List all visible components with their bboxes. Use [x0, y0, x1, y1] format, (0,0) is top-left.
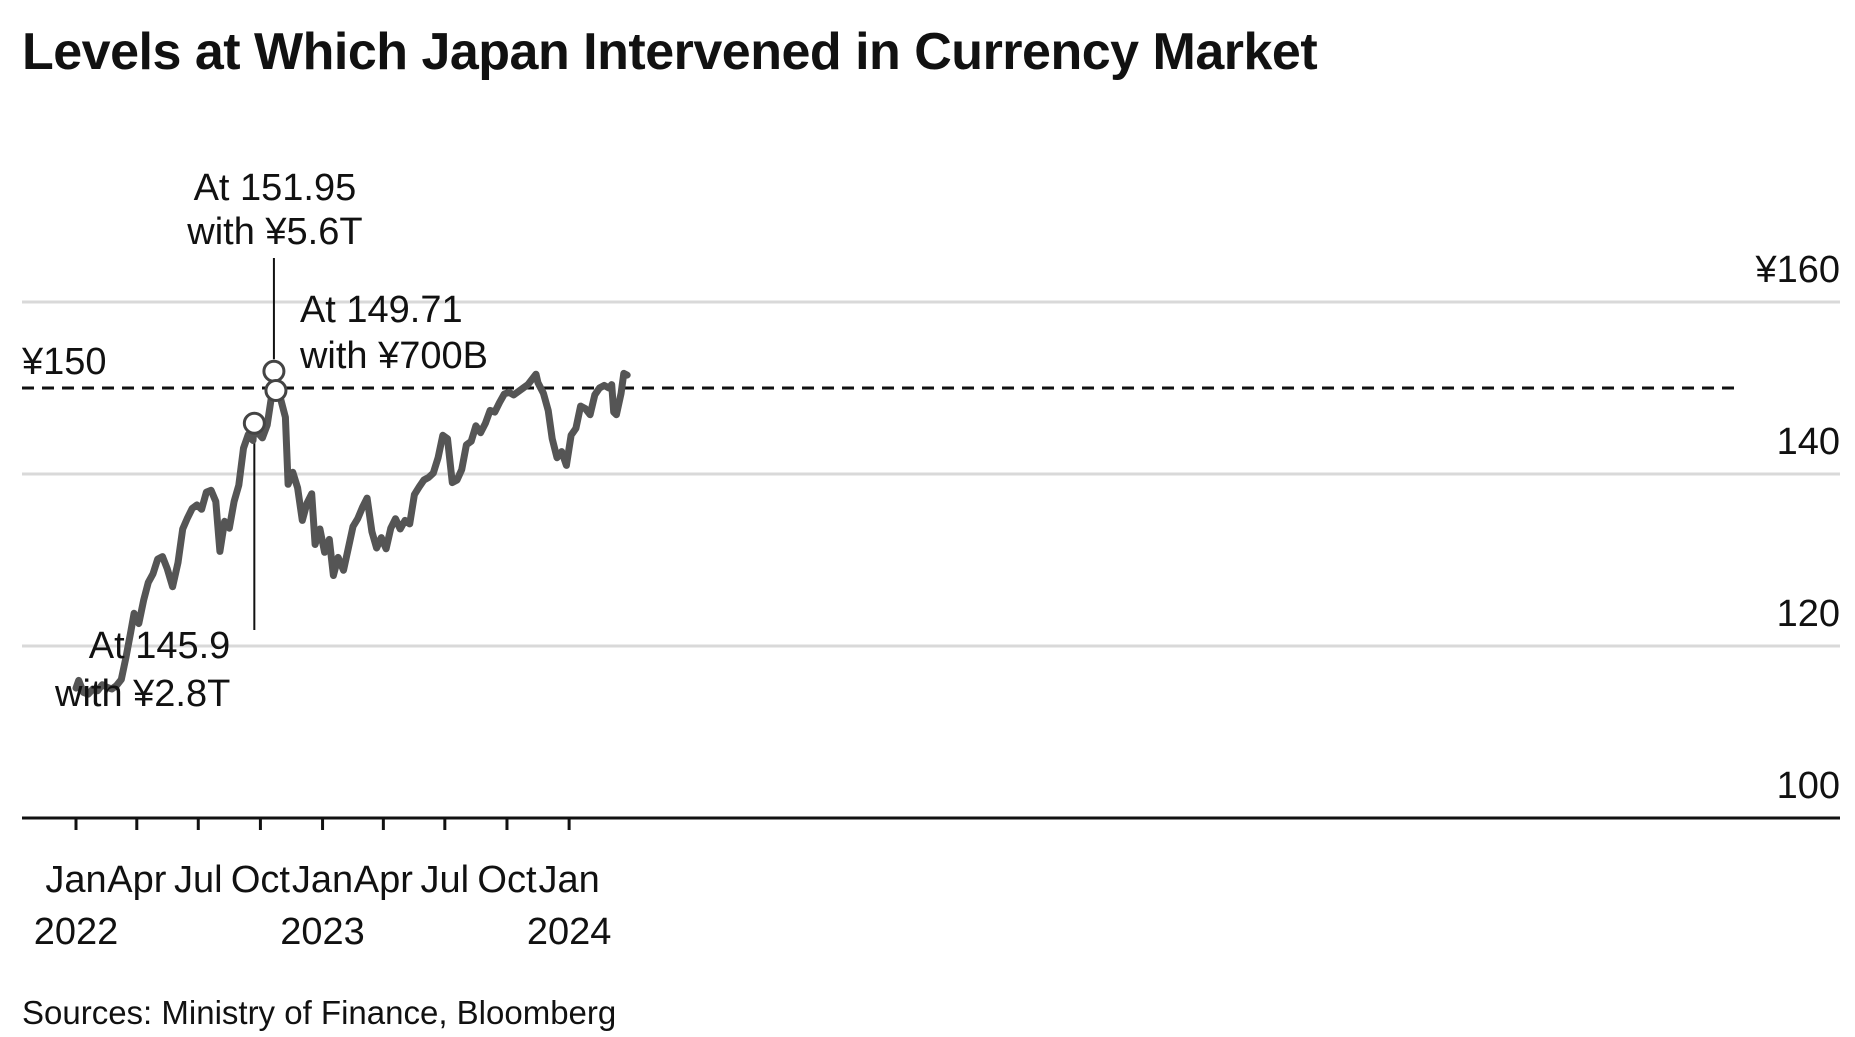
gridlines — [22, 300, 1840, 648]
annotation-label-line2: with ¥700B — [299, 335, 488, 377]
x-tick-label: Apr — [107, 859, 166, 901]
x-tick-year-label: 2024 — [527, 911, 612, 953]
annotation-label-line1: At 151.95 — [194, 167, 357, 209]
x-tick-label: Jan — [292, 859, 353, 901]
reference-line-label: ¥150 — [21, 341, 107, 383]
x-tick-label: Apr — [354, 859, 413, 901]
reference-line-group: ¥150 — [21, 341, 1735, 390]
annotation-label-line1: At 145.9 — [89, 625, 231, 667]
source-note: Sources: Ministry of Finance, Bloomberg — [22, 994, 617, 1031]
x-tick-label: Jan — [45, 859, 106, 901]
x-tick-year-label: 2023 — [280, 911, 365, 953]
series-group — [72, 367, 631, 698]
x-tick-label: Oct — [231, 859, 291, 901]
x-tick-label: Jul — [421, 859, 470, 901]
x-tick-label: Jul — [174, 859, 223, 901]
annotation-markers — [242, 359, 288, 435]
series-line-usdjpy — [72, 367, 631, 698]
intervention-marker — [262, 359, 286, 383]
x-tick-year-label: 2022 — [34, 911, 119, 953]
x-tick-label: Oct — [477, 859, 537, 901]
y-axis-labels: 100 120 140 ¥160 — [1754, 249, 1840, 807]
annotation-leaders — [253, 258, 275, 630]
y-tick-label: ¥160 — [1754, 249, 1840, 291]
y-tick-label: 120 — [1777, 593, 1840, 635]
y-tick-label: 100 — [1777, 765, 1840, 807]
y-tick-label: 140 — [1777, 421, 1840, 463]
chart-title: Levels at Which Japan Intervened in Curr… — [22, 23, 1318, 81]
annotation-label-line1: At 149.71 — [300, 289, 463, 331]
annotation-label-line2: with ¥5.6T — [186, 211, 362, 253]
x-tick-label: Jan — [538, 859, 599, 901]
intervention-marker — [242, 411, 266, 435]
intervention-marker — [264, 378, 288, 402]
annotation-label-line2: with ¥2.8T — [54, 673, 230, 715]
